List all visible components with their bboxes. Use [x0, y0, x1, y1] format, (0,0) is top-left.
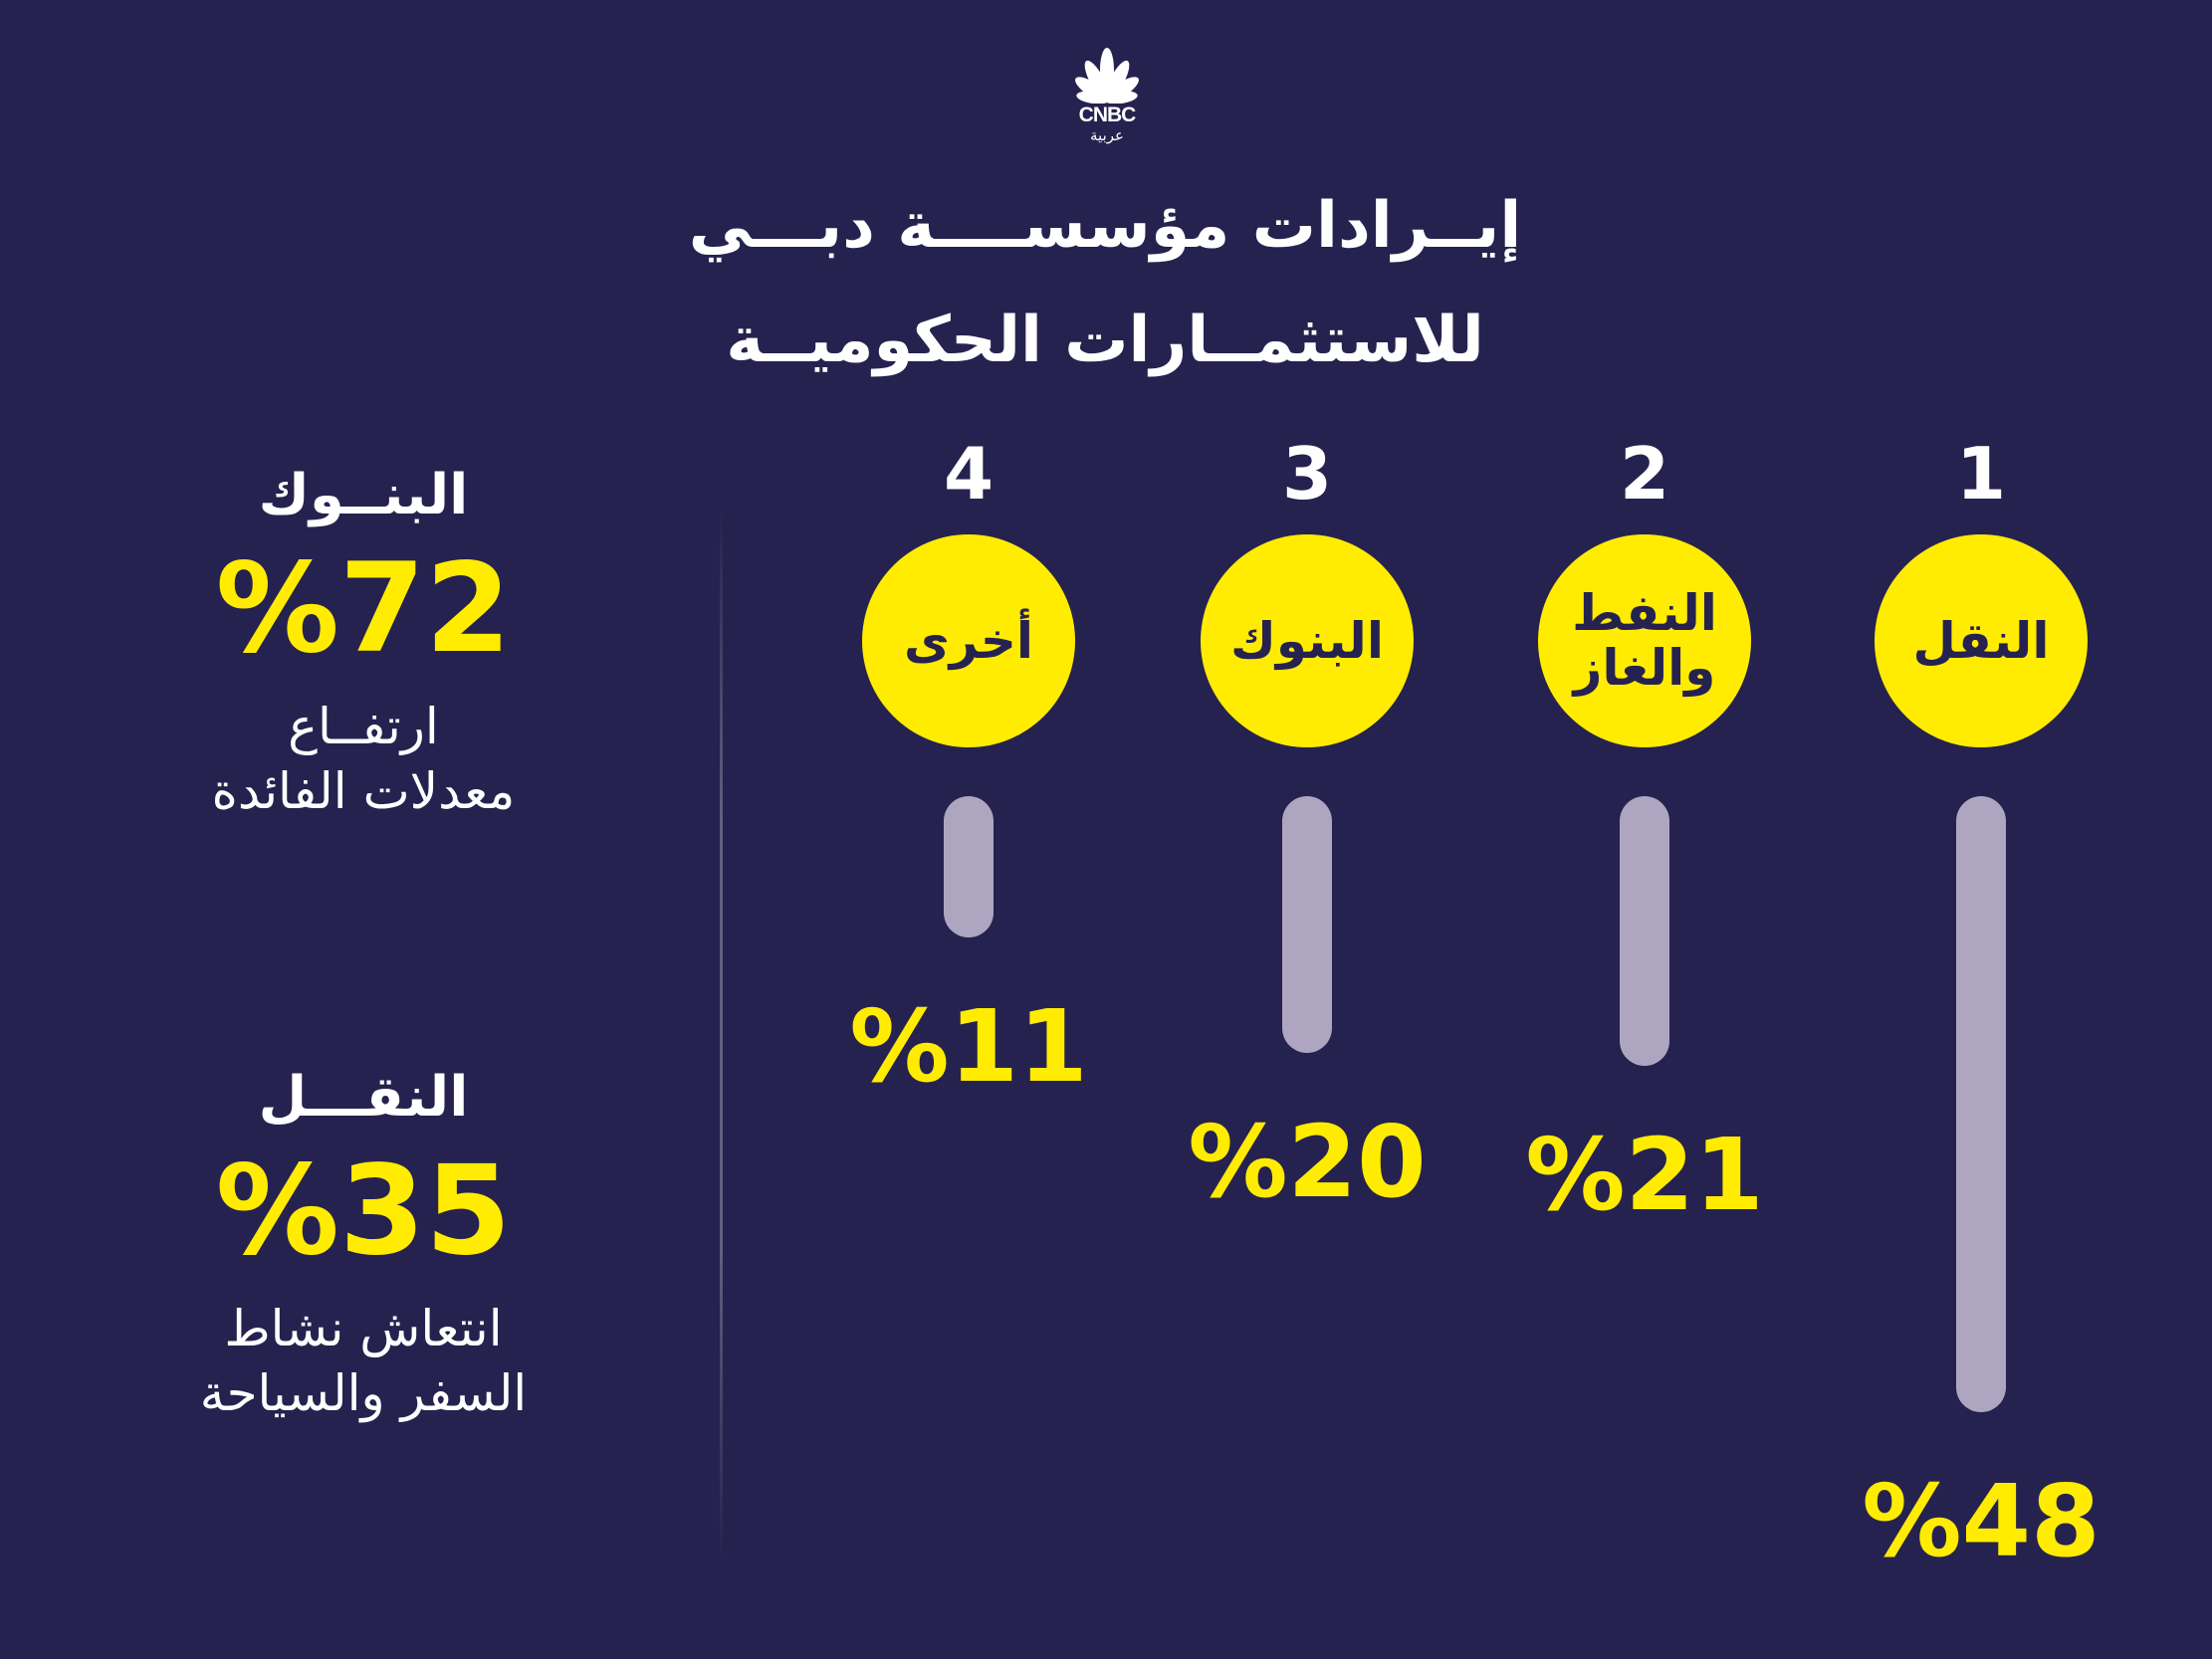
value-label: %11: [849, 987, 1088, 1105]
bar: [1956, 796, 2006, 1413]
side-stat-desc: انتعاش نشاط السفر والسياحة: [60, 1297, 667, 1426]
side-stat-value: %72: [215, 537, 512, 681]
bar: [944, 796, 994, 937]
rank-label: 2: [1619, 432, 1670, 516]
side-stat-desc-line: ارتفــاع: [288, 698, 439, 756]
value-label: %21: [1525, 1116, 1764, 1233]
logo-text: CNBC: [1078, 104, 1137, 126]
side-stat-banks: البنــوك %72 ارتفــاع معدلات الفائدة: [60, 468, 667, 824]
page-title-line1: إيــرادات مؤسســــة دبـــي: [688, 189, 1522, 263]
category-label: النفط والغاز: [1572, 584, 1717, 697]
side-stat-desc-line: السفر والسياحة: [199, 1364, 528, 1423]
value-label: %20: [1188, 1104, 1427, 1220]
category-label: النقل: [1912, 611, 2050, 670]
value-label: %48: [1862, 1463, 2101, 1580]
category-circle: أخرى: [862, 534, 1075, 747]
category-circle: النقل: [1875, 534, 2088, 747]
side-stat-title: النقـــل: [258, 1065, 469, 1130]
rank-label: 3: [1281, 432, 1333, 516]
category-label: البنوك: [1230, 611, 1384, 670]
side-stat-desc-line: معدلات الفائدة: [211, 762, 516, 821]
page-title-line2: للاستثمــارات الحكوميــة: [726, 304, 1484, 377]
category-circle: البنوك: [1201, 534, 1414, 747]
rank-label: 1: [1955, 432, 2007, 516]
peacock-icon: [1075, 48, 1139, 104]
side-stat-title: البنــوك: [258, 463, 469, 527]
bar: [1282, 796, 1332, 1053]
side-stat-transport: النقـــل %35 انتعاش نشاط السفر والسياحة: [60, 1070, 667, 1426]
rank-label: 4: [943, 432, 995, 516]
category-label: أخرى: [903, 611, 1034, 670]
cnbc-logo: CNBC عربية: [1052, 48, 1162, 147]
side-stat-desc-line: انتعاش نشاط: [224, 1300, 503, 1358]
divider: [720, 508, 723, 1562]
category-circle: النفط والغاز: [1538, 534, 1751, 747]
side-stat-desc: ارتفــاع معدلات الفائدة: [60, 695, 667, 824]
bar: [1620, 796, 1669, 1066]
logo-subtext: عربية: [1090, 126, 1124, 144]
side-stat-value: %35: [215, 1140, 512, 1283]
